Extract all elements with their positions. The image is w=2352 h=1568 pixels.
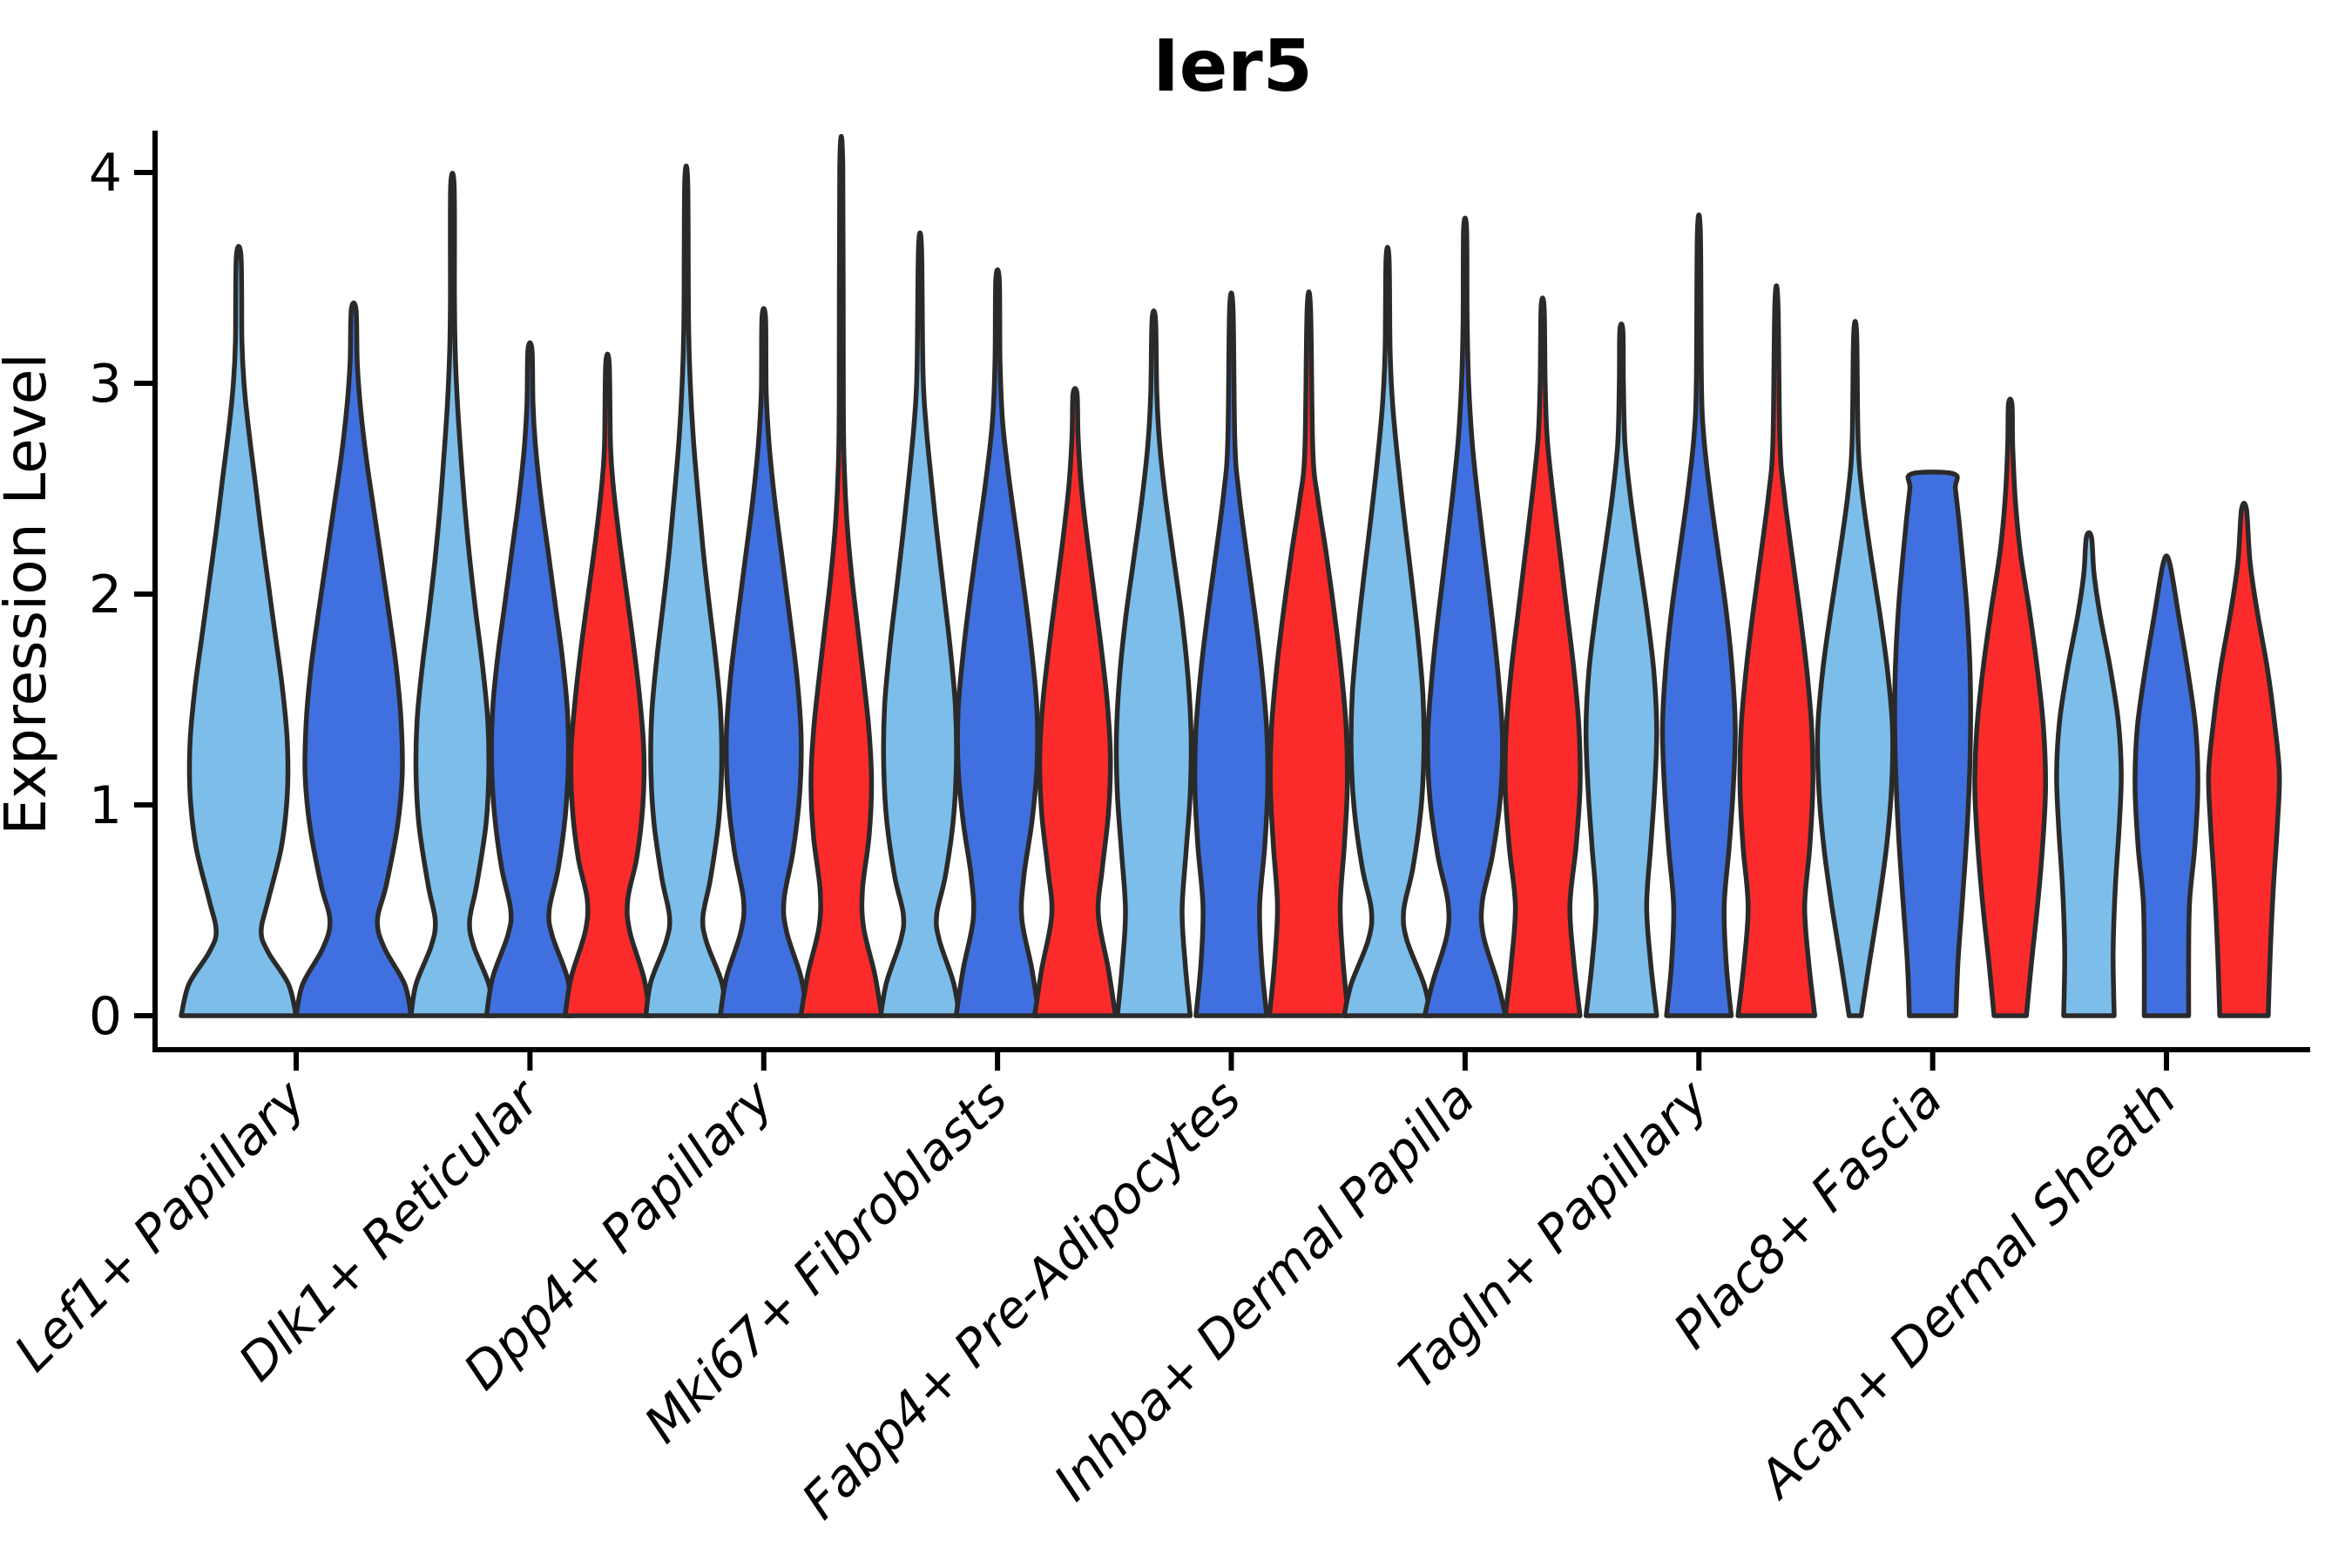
axis-spines — [152, 131, 2310, 1052]
violin-acan-dermal-sheath-sky-blue — [2054, 530, 2124, 1018]
violin-dlk1-reticular-sky-blue — [409, 171, 497, 1018]
violin-mki67-fibroblasts-sky-blue — [878, 230, 963, 1018]
y-tick-label-3: 3 — [89, 354, 122, 415]
violin-tagln-papillary-red — [1735, 283, 1818, 1018]
violin-fabp4-pre-adipocytes-sky-blue — [1113, 308, 1194, 1018]
violin-inhba-dermal-papilla-sky-blue — [1342, 245, 1434, 1018]
chart-title: Ier5 — [1152, 25, 1313, 108]
violin-mki67-fibroblasts-royal-blue — [953, 267, 1042, 1018]
violin-fabp4-pre-adipocytes-red — [1267, 289, 1351, 1018]
violin-plac8-fascia-red — [1972, 396, 2048, 1018]
violin-dpp4-papillary-royal-blue — [718, 306, 810, 1018]
y-axis-label: Expression Level — [0, 353, 59, 835]
x-axis-label-fabp4-pre-adipocytes: Fabp4+ Pre-Adipocytes — [790, 1069, 1252, 1531]
violin-dlk1-reticular-royal-blue — [483, 340, 577, 1018]
x-axis-label-inhba-dermal-papilla: Inhba+ Dermal Papilla — [1043, 1069, 1486, 1512]
violin-fabp4-pre-adipocytes-royal-blue — [1192, 290, 1271, 1018]
violin-dlk1-reticular-red — [562, 351, 652, 1018]
violin-tagln-papillary-royal-blue — [1659, 212, 1738, 1018]
x-axis-label-acan-dermal-sheath: Acan+ Dermal Sheath — [1745, 1069, 2187, 1511]
violin-dpp4-papillary-sky-blue — [643, 163, 729, 1018]
violin-tagln-papillary-sky-blue — [1583, 321, 1659, 1018]
violin-inhba-dermal-papilla-royal-blue — [1422, 215, 1509, 1018]
violin-lef1-papillary-sky-blue — [179, 243, 299, 1018]
y-tick-label-2: 2 — [89, 564, 122, 625]
violin-mki67-fibroblasts-red — [1031, 386, 1119, 1018]
violin-plac8-fascia-royal-blue — [1892, 470, 1973, 1018]
violin-acan-dermal-sheath-red — [2206, 500, 2282, 1018]
violin-inhba-dermal-papilla-red — [1503, 295, 1583, 1018]
violin-lef1-papillary-royal-blue — [294, 300, 414, 1018]
violin-dpp4-papillary-red — [798, 133, 884, 1018]
y-tick-label-0: 0 — [89, 986, 122, 1047]
violin-plac8-fascia-sky-blue — [1815, 319, 1896, 1018]
violin-acan-dermal-sheath-royal-blue — [2132, 553, 2200, 1018]
y-tick-label-4: 4 — [89, 143, 122, 204]
y-tick-label-1: 1 — [89, 775, 122, 836]
